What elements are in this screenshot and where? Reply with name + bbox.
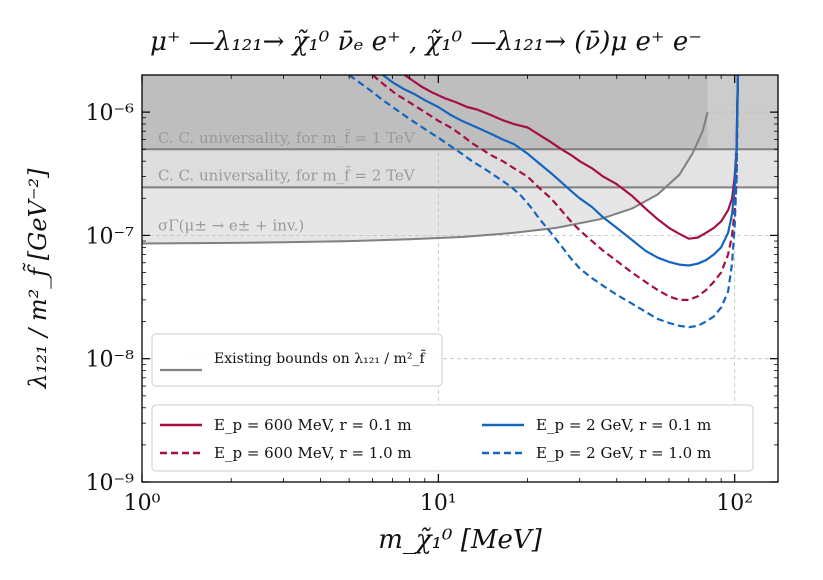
annotation-cc1: C. C. universality, for m_f̃ = 1 TeV <box>158 129 416 147</box>
x-tick-label-0: 10⁰ <box>124 491 161 516</box>
legend-label-2: E_p = 2 GeV, r = 0.1 m <box>536 416 711 434</box>
annotations: C. C. universality, for m_f̃ = 1 TeV C. C… <box>158 129 416 234</box>
legend-existing-label: Existing bounds on λ₁₂₁ / m²_f̃ <box>214 349 426 367</box>
existing-bound-lines <box>142 111 778 245</box>
x-tick-label-2: 10² <box>716 491 753 516</box>
y-tick-label-2: 10⁻⁷ <box>86 224 135 249</box>
x-axis-label: m_χ̃₁⁰ [MeV] <box>378 525 542 555</box>
legend-label-3: E_p = 2 GeV, r = 1.0 m <box>536 444 711 462</box>
y-tick-label-3: 10⁻⁶ <box>86 101 135 126</box>
series-line-1 <box>371 75 739 301</box>
legend-series: E_p = 600 MeV, r = 0.1 m E_p = 600 MeV, r… <box>151 404 754 472</box>
legend-label-1: E_p = 600 MeV, r = 1.0 m <box>214 444 412 462</box>
y-tick-label-0: 10⁻⁹ <box>86 471 135 496</box>
series-lines <box>348 75 739 329</box>
plot-frame <box>141 74 779 483</box>
y-tick-label-1: 10⁻⁸ <box>86 348 135 373</box>
annotation-sigma: σΓ(μ± → e± + inv.) <box>158 216 304 234</box>
chart-title: μ⁺ —λ₁₂₁→ χ̃₁⁰ ν̄ₑ e⁺ , χ̃₁⁰ —λ₁₂₁→ (ν̄)… <box>150 27 702 57</box>
sigma-bound-curve <box>142 111 709 245</box>
legend-existing-bounds: Existing bounds on λ₁₂₁ / m²_f̃ <box>151 333 443 387</box>
tick-labels: 10⁰ 10¹ 10² 10⁻⁹ 10⁻⁸ 10⁻⁷ 10⁻⁶ <box>86 101 754 516</box>
series-line-0 <box>404 75 739 240</box>
series-line-3 <box>348 75 739 329</box>
x-tick-label-1: 10¹ <box>420 491 457 516</box>
y-axis-label: λ₁₂₁ / m²_f̃ [GeV⁻²] <box>23 168 52 390</box>
legend-existing-box <box>151 333 443 387</box>
series-line-2 <box>382 75 739 267</box>
annotation-cc2: C. C. universality, for m_f̃ = 2 TeV <box>158 166 416 184</box>
legend-label-0: E_p = 600 MeV, r = 0.1 m <box>214 416 412 434</box>
axis-ticks <box>141 74 778 483</box>
legend-series-box <box>151 404 754 472</box>
plot-area: C. C. universality, for m_f̃ = 1 TeV C. C… <box>142 75 778 482</box>
